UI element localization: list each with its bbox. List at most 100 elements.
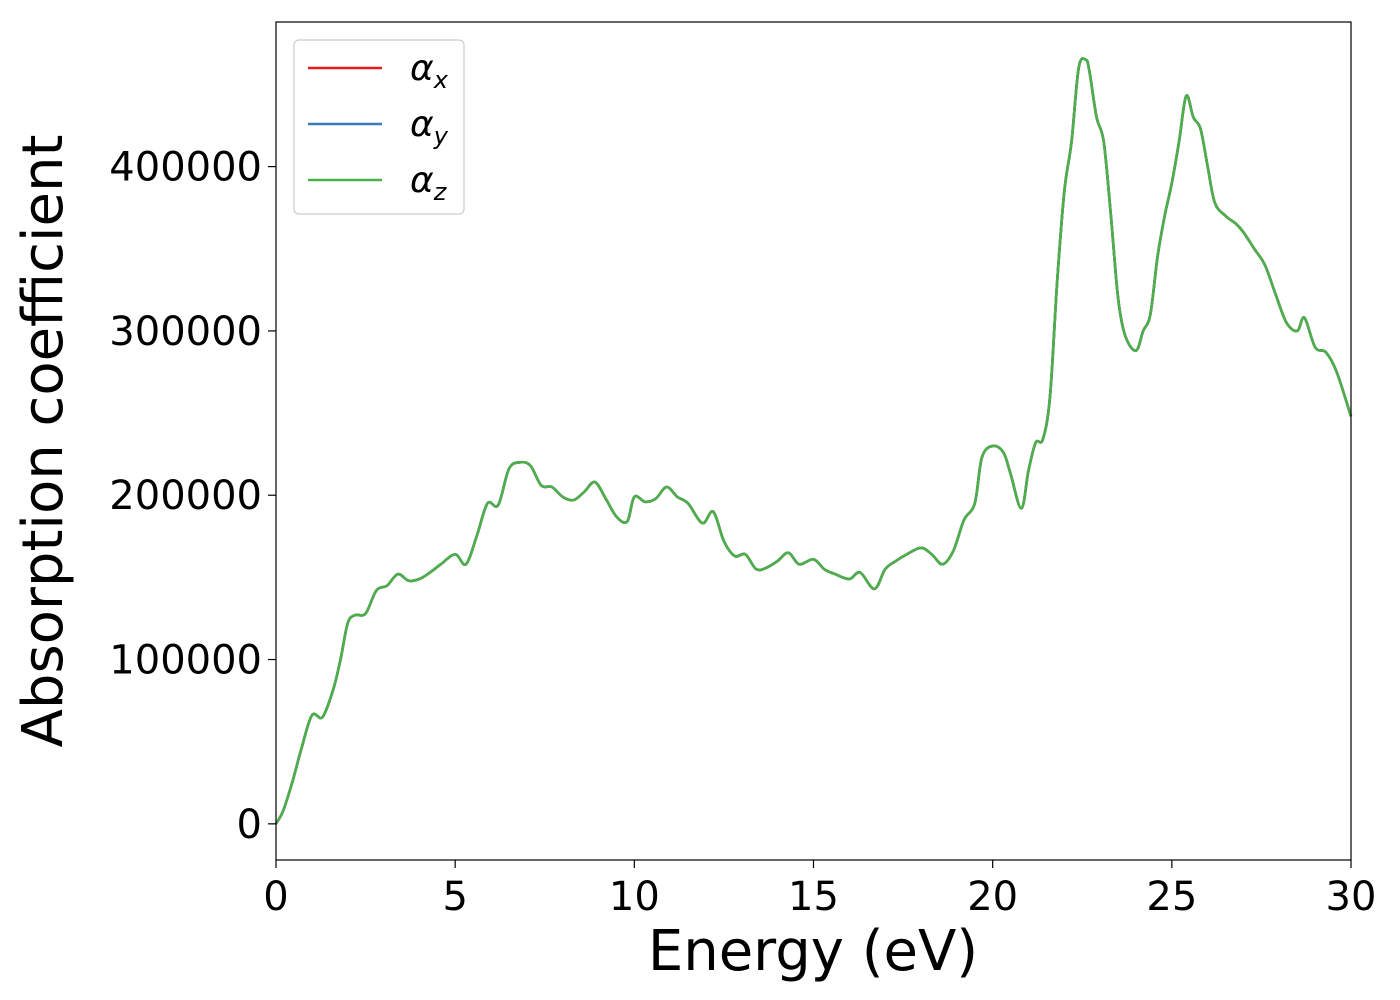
data-point-z bbox=[1264, 264, 1266, 266]
y-tick-label: 100000 bbox=[109, 638, 262, 684]
data-point-z bbox=[1078, 67, 1080, 69]
data-point-z bbox=[519, 462, 521, 464]
data-point-z bbox=[1021, 508, 1023, 510]
data-point-z bbox=[634, 496, 636, 498]
data-point-z bbox=[429, 572, 431, 574]
data-point-z bbox=[813, 559, 815, 561]
data-point-z bbox=[1035, 442, 1037, 444]
legend: αx αy αz bbox=[293, 39, 465, 215]
data-point-z bbox=[1253, 248, 1255, 250]
data-point-z bbox=[1071, 141, 1073, 143]
data-point-z bbox=[1275, 294, 1277, 296]
data-point-z bbox=[1336, 371, 1338, 373]
data-point-z bbox=[583, 491, 585, 493]
data-point-z bbox=[322, 716, 324, 718]
data-point-z bbox=[347, 623, 349, 625]
data-point-z bbox=[376, 590, 378, 592]
series-layer bbox=[274, 57, 1353, 825]
data-point-z bbox=[1028, 470, 1030, 472]
data-point-z bbox=[1085, 59, 1087, 61]
y-axis: 0 100000 200000 300000 400000 bbox=[109, 145, 276, 848]
x-tick-label: 5 bbox=[442, 874, 467, 920]
data-point-z bbox=[1214, 202, 1216, 204]
data-point-z bbox=[1325, 351, 1327, 353]
data-point-z bbox=[755, 568, 757, 570]
legend-box bbox=[293, 39, 465, 215]
data-point-z bbox=[920, 547, 922, 549]
data-point-z bbox=[1124, 335, 1126, 337]
x-tick-label: 20 bbox=[967, 874, 1018, 920]
x-tick-label: 30 bbox=[1326, 874, 1377, 920]
data-point-z bbox=[386, 585, 388, 587]
y-tick-label: 200000 bbox=[109, 473, 262, 519]
data-point-z bbox=[777, 560, 779, 562]
data-point-z bbox=[365, 613, 367, 615]
data-point-z bbox=[497, 504, 499, 506]
y-tick-label: 300000 bbox=[109, 309, 262, 355]
data-point-z bbox=[605, 498, 607, 500]
data-point-z bbox=[594, 481, 596, 483]
data-point-z bbox=[1042, 439, 1044, 441]
data-point-z bbox=[300, 749, 302, 751]
data-point-z bbox=[874, 588, 876, 590]
data-point-z bbox=[1200, 128, 1202, 130]
data-point-z bbox=[1164, 215, 1166, 217]
data-point-z bbox=[487, 503, 489, 505]
data-point-z bbox=[440, 563, 442, 565]
data-point-z bbox=[1171, 182, 1173, 184]
x-tick-label: 10 bbox=[609, 874, 660, 920]
data-point-z bbox=[1089, 70, 1091, 72]
data-point-z bbox=[333, 688, 335, 690]
data-point-z bbox=[1157, 256, 1159, 258]
data-point-z bbox=[942, 563, 944, 565]
data-point-z bbox=[723, 540, 725, 542]
data-point-z bbox=[311, 715, 313, 717]
data-point-z bbox=[465, 563, 467, 565]
x-axis: 0 5 10 15 20 25 30 bbox=[263, 860, 1376, 920]
data-point-z bbox=[981, 457, 983, 459]
data-point-z bbox=[823, 568, 825, 570]
data-point-z bbox=[1064, 190, 1066, 192]
data-point-z bbox=[291, 782, 293, 784]
data-point-z bbox=[419, 578, 421, 580]
data-point-z bbox=[666, 486, 668, 488]
data-point-z bbox=[1314, 347, 1316, 349]
data-point-z bbox=[616, 516, 618, 518]
data-point-z bbox=[974, 503, 976, 505]
data-point-z bbox=[712, 511, 714, 513]
data-point-z bbox=[340, 659, 342, 661]
data-point-z bbox=[530, 465, 532, 467]
data-point-z bbox=[1286, 322, 1288, 324]
data-point-z bbox=[788, 552, 790, 554]
data-point-z bbox=[1056, 281, 1058, 283]
x-tick-label: 15 bbox=[788, 874, 839, 920]
legend-label-x: αx bbox=[410, 48, 449, 94]
data-point-z bbox=[454, 554, 456, 556]
data-point-z bbox=[1096, 117, 1098, 119]
data-point-z bbox=[766, 567, 768, 569]
data-point-z bbox=[687, 503, 689, 505]
data-point-z bbox=[895, 560, 897, 562]
data-point-z bbox=[476, 536, 478, 538]
x-tick-label: 0 bbox=[263, 874, 288, 920]
data-point-z bbox=[644, 501, 646, 503]
data-point-z bbox=[573, 499, 575, 501]
data-point-z bbox=[354, 614, 356, 616]
series-line-z bbox=[274, 57, 1353, 825]
data-point-z bbox=[1049, 396, 1051, 398]
data-point-z bbox=[655, 498, 657, 500]
data-point-z bbox=[1010, 473, 1012, 475]
y-tick-label: 400000 bbox=[109, 145, 262, 191]
data-point-z bbox=[1193, 117, 1195, 119]
data-point-z bbox=[963, 519, 965, 521]
data-point-z bbox=[1110, 215, 1112, 217]
data-point-z bbox=[1142, 330, 1144, 332]
data-point-z bbox=[734, 555, 736, 557]
data-point-z bbox=[551, 486, 553, 488]
data-point-z bbox=[1117, 297, 1119, 299]
data-point-z bbox=[408, 580, 410, 582]
data-point-z bbox=[834, 573, 836, 575]
legend-label-z: αz bbox=[410, 160, 448, 206]
data-point-z bbox=[906, 554, 908, 556]
